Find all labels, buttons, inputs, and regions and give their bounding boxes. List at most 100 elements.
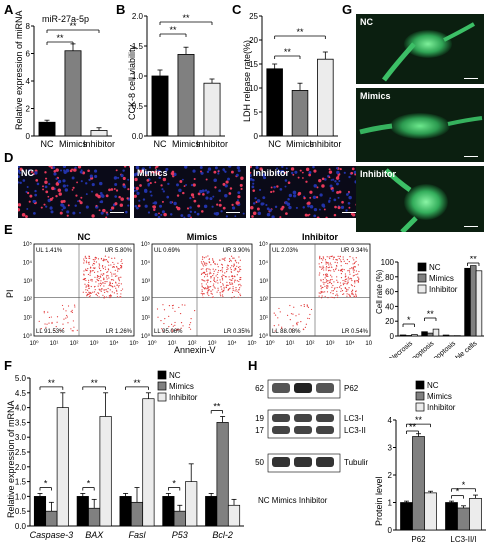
cell-nucleus bbox=[213, 178, 217, 183]
flow-plot-title: NC bbox=[78, 232, 91, 242]
micro-g-nc-label: NC bbox=[360, 17, 373, 27]
flow-event bbox=[224, 272, 226, 274]
cell-nucleus bbox=[66, 210, 70, 214]
chart-b-x-tick-label: Mimics bbox=[172, 139, 200, 149]
flow-event bbox=[106, 260, 109, 262]
flow-event bbox=[178, 306, 180, 309]
flow-event bbox=[303, 304, 305, 306]
chart-f-y-tick-label: 1.5 bbox=[15, 478, 27, 487]
flow-x-tick-label: 10² bbox=[70, 341, 79, 347]
flow-event bbox=[38, 320, 40, 322]
chart-e-y-tick-label: 60 bbox=[385, 288, 394, 297]
flow-event bbox=[118, 268, 120, 270]
flow-event bbox=[101, 288, 103, 290]
blot-marker: 62 bbox=[255, 384, 264, 393]
flow-event bbox=[335, 258, 337, 261]
flow-event bbox=[62, 327, 65, 330]
panel-label-f: F bbox=[4, 358, 12, 373]
flow-event bbox=[116, 284, 118, 286]
cell-nucleus bbox=[61, 208, 64, 211]
flow-event bbox=[332, 293, 334, 295]
flow-event bbox=[115, 289, 118, 291]
cell-nucleus bbox=[32, 199, 36, 203]
cell-nucleus bbox=[258, 188, 262, 191]
cell-nucleus bbox=[123, 166, 127, 168]
cell-nucleus bbox=[126, 197, 129, 200]
flow-event bbox=[94, 257, 96, 259]
flow-quadrant-label: LR 0.54% bbox=[342, 329, 369, 335]
flow-event bbox=[232, 289, 234, 292]
cell-nucleus bbox=[94, 174, 98, 179]
chart-h-sig-label: * bbox=[456, 487, 460, 497]
cell-nucleus bbox=[152, 202, 155, 205]
cell-nucleus bbox=[72, 211, 76, 215]
flow-event bbox=[353, 262, 355, 265]
flow-event bbox=[320, 297, 323, 299]
flow-quadrant-label: UR 5.80% bbox=[105, 248, 133, 254]
flow-event bbox=[116, 293, 118, 295]
chart-b-ylabel: CCK-8 cell viability bbox=[127, 44, 137, 120]
flow-event bbox=[112, 279, 115, 281]
flow-event bbox=[100, 283, 103, 285]
cell-nucleus bbox=[162, 190, 165, 193]
flow-event bbox=[345, 290, 347, 292]
flow-event bbox=[103, 279, 105, 281]
flow-event bbox=[279, 311, 281, 313]
flow-event bbox=[206, 270, 208, 272]
cell-nucleus bbox=[287, 181, 291, 184]
cell-nucleus bbox=[19, 167, 23, 171]
chart-f-bar bbox=[45, 510, 58, 527]
flow-event bbox=[354, 261, 356, 264]
flow-event bbox=[219, 281, 222, 283]
cell-nucleus bbox=[190, 193, 195, 197]
cell-nucleus bbox=[64, 188, 69, 192]
cell-nucleus bbox=[292, 190, 297, 195]
flow-event bbox=[341, 270, 343, 273]
flow-event bbox=[355, 260, 357, 263]
flow-event bbox=[340, 290, 342, 292]
flow-event bbox=[336, 279, 338, 281]
flow-y-tick-label: 10⁴ bbox=[141, 259, 151, 266]
cell-nucleus bbox=[144, 204, 148, 208]
cell-nucleus bbox=[27, 191, 30, 195]
blot-marker: 17 bbox=[255, 426, 264, 435]
flow-event bbox=[98, 264, 101, 266]
flow-event bbox=[337, 255, 339, 257]
cell-nucleus bbox=[309, 204, 314, 209]
flow-event bbox=[344, 273, 347, 275]
cell-nucleus bbox=[271, 215, 275, 218]
cell-nucleus bbox=[323, 208, 326, 211]
cell-nucleus bbox=[266, 212, 271, 217]
cell-nucleus bbox=[80, 180, 83, 183]
cell-nucleus bbox=[273, 185, 276, 189]
flow-event bbox=[355, 291, 357, 293]
cell-nucleus bbox=[144, 188, 148, 192]
flow-event bbox=[194, 310, 196, 312]
cell-nucleus bbox=[91, 214, 95, 218]
flow-event bbox=[319, 292, 321, 294]
flow-event bbox=[289, 304, 291, 307]
flow-event bbox=[200, 261, 203, 263]
flow-event bbox=[99, 289, 101, 291]
flow-event bbox=[212, 296, 214, 298]
flow-event bbox=[309, 313, 311, 316]
cell-nucleus bbox=[76, 181, 79, 184]
flow-event bbox=[100, 273, 102, 275]
flow-event bbox=[51, 322, 53, 324]
flow-event bbox=[207, 291, 209, 293]
chart-e-bar bbox=[405, 335, 412, 337]
chart-e-bar bbox=[432, 328, 440, 337]
flow-event bbox=[342, 282, 344, 284]
flow-event bbox=[40, 328, 42, 330]
flow-event bbox=[216, 291, 218, 293]
flow-event bbox=[352, 263, 354, 265]
cell-nucleus bbox=[114, 195, 118, 198]
flow-event bbox=[207, 255, 209, 257]
flow-quadrant-label: UR 9.34% bbox=[341, 248, 369, 254]
flow-event bbox=[224, 257, 226, 259]
cell-nucleus bbox=[313, 214, 317, 218]
cell-nucleus bbox=[176, 194, 180, 197]
blot-band bbox=[316, 383, 334, 393]
cell-nucleus bbox=[18, 203, 22, 207]
flow-event bbox=[344, 286, 346, 289]
